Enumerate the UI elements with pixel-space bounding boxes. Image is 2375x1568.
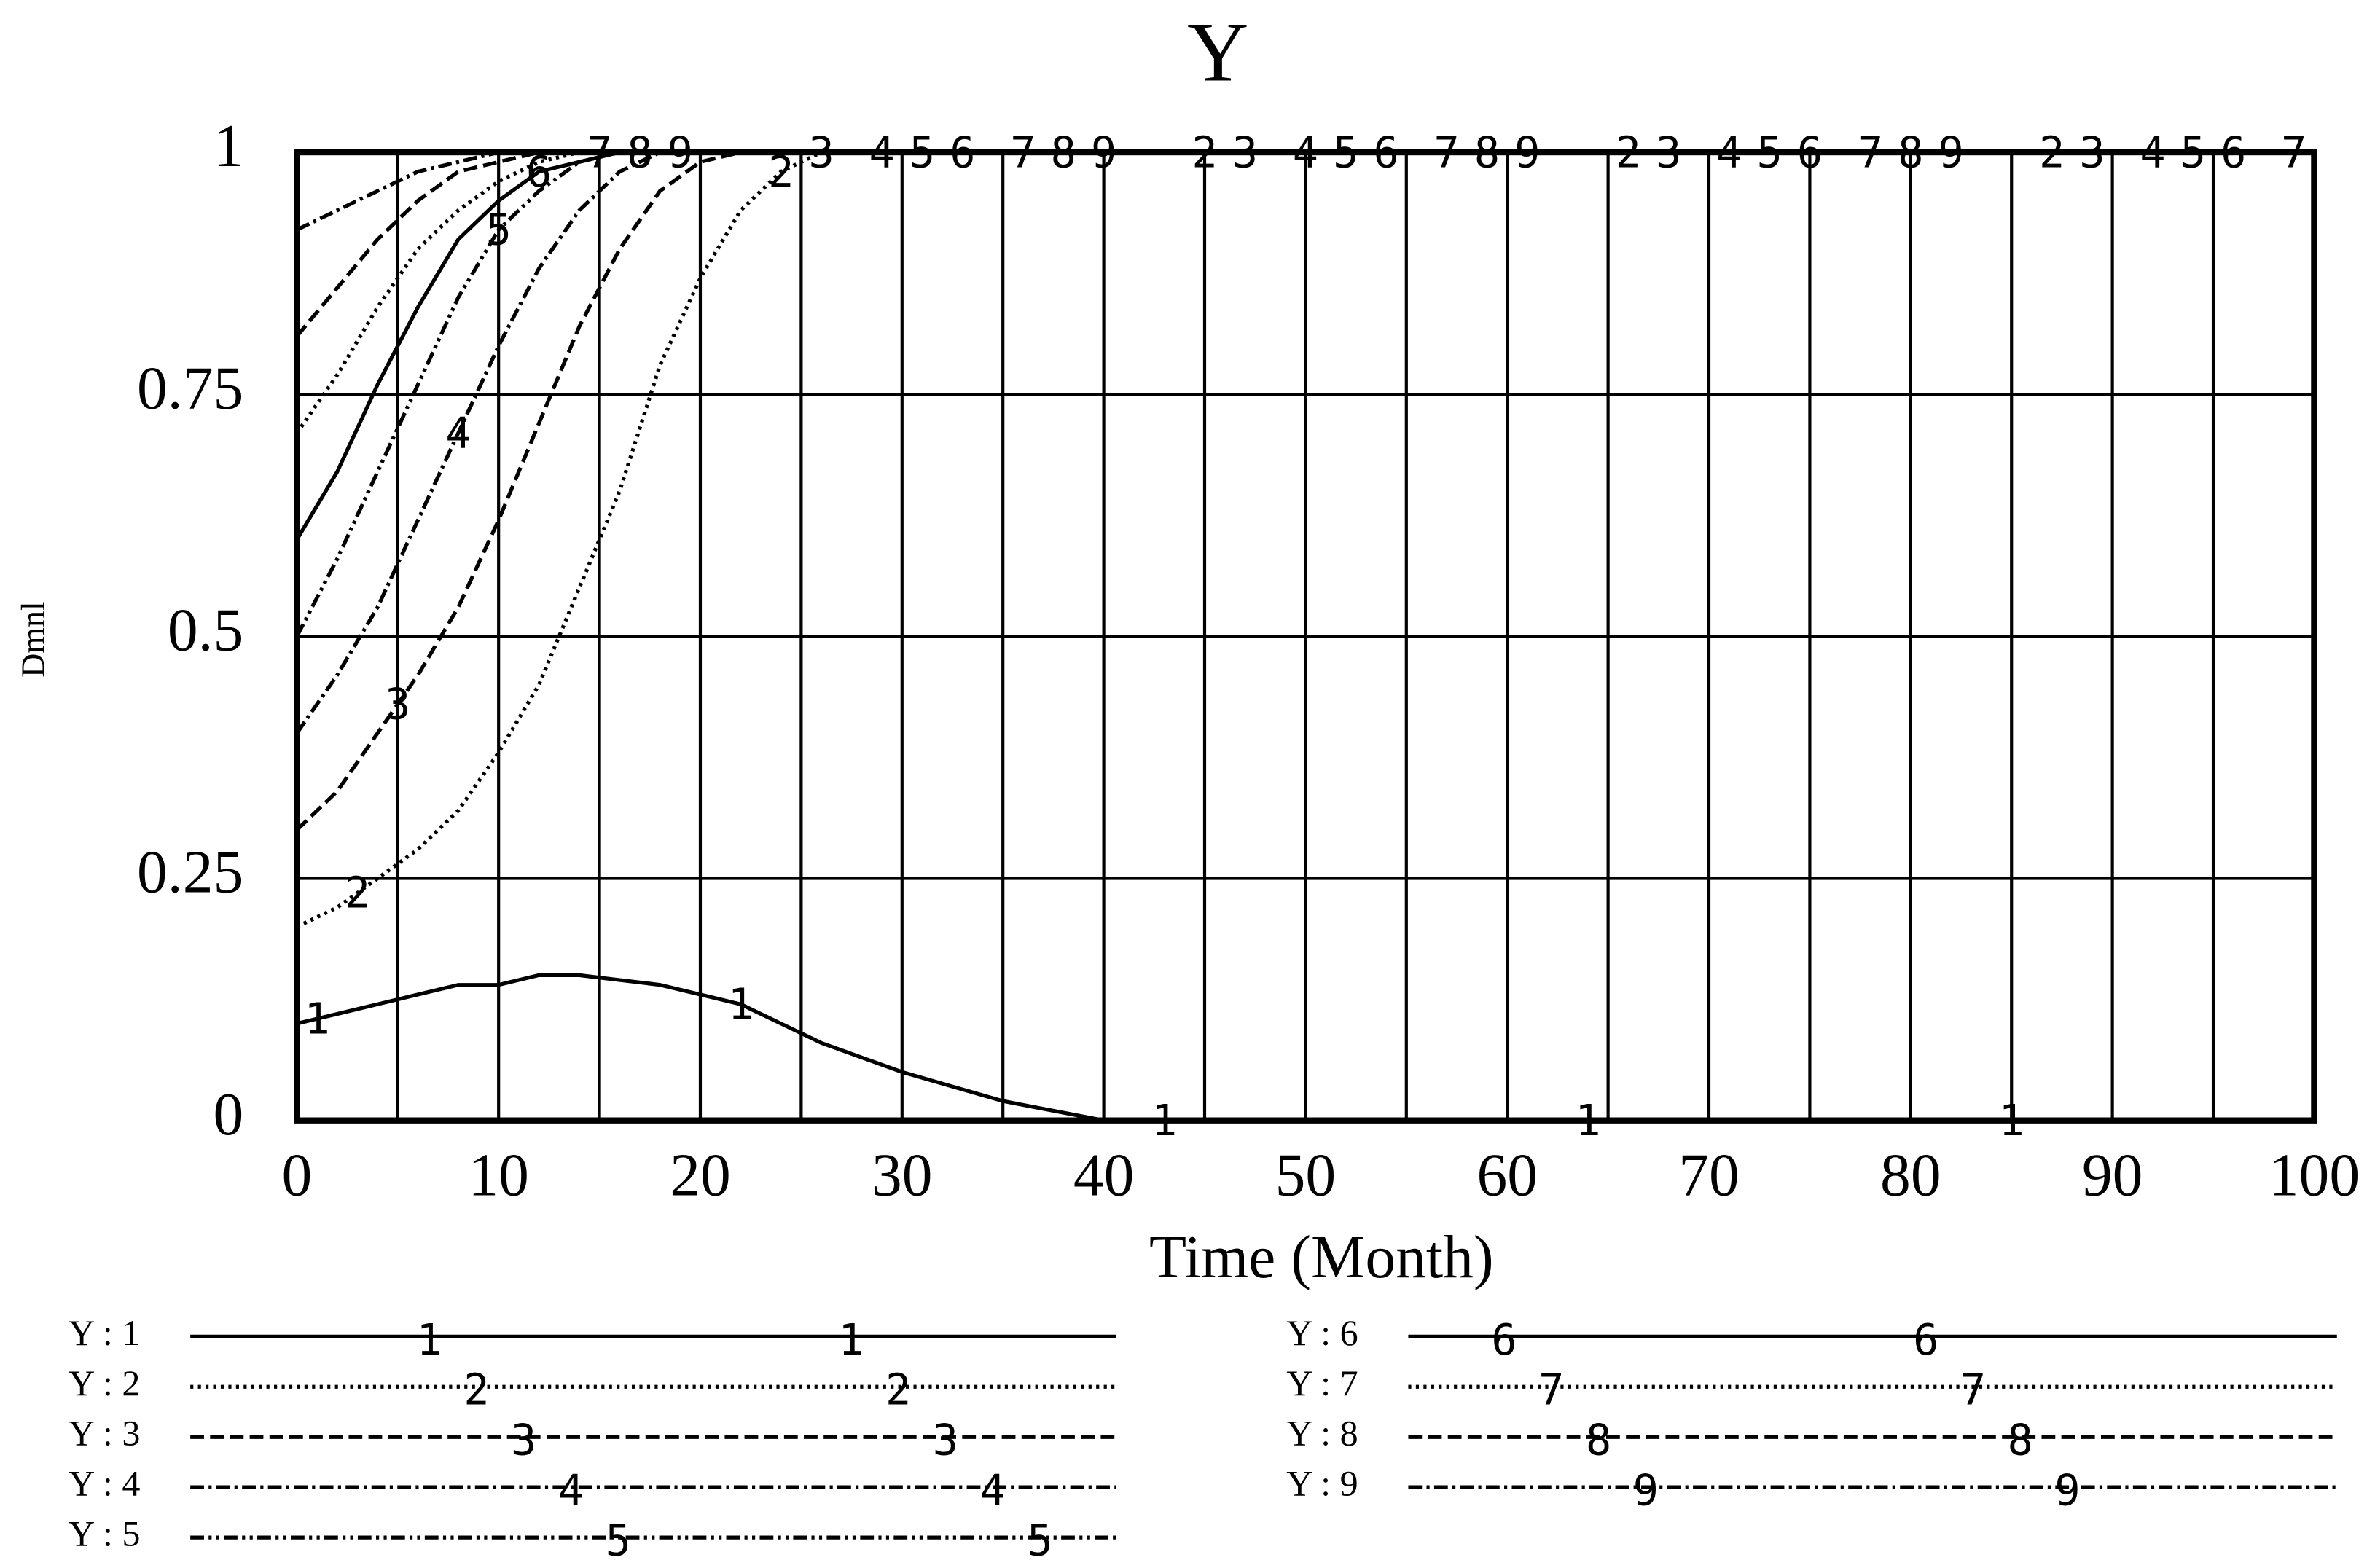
x-tick-label: 60 xyxy=(1476,1142,1538,1209)
legend-label: Y : 2 xyxy=(69,1363,140,1403)
x-tick-label: 70 xyxy=(1678,1142,1740,1209)
y-tick-label: 0 xyxy=(213,1081,243,1148)
line-marker: 1 xyxy=(728,980,754,1030)
legend-label: Y : 5 xyxy=(69,1513,140,1554)
line-marker: 1 xyxy=(1151,1096,1177,1145)
legend-marker: 7 xyxy=(1538,1365,1564,1415)
legend-marker: 9 xyxy=(2054,1466,2080,1516)
legend-label: Y : 4 xyxy=(69,1463,140,1504)
legend-marker: 1 xyxy=(838,1315,864,1365)
line-marker: 5 xyxy=(486,205,512,255)
series-line xyxy=(296,973,2315,1123)
x-tick-label: 100 xyxy=(2269,1142,2360,1209)
legend-marker: 3 xyxy=(511,1416,536,1465)
line-marker: 9 xyxy=(1514,128,1540,177)
chart-title: Y xyxy=(1187,6,1248,100)
legend-marker: 2 xyxy=(885,1365,911,1415)
series-line xyxy=(296,150,2315,232)
legend-label: Y : 3 xyxy=(69,1413,140,1454)
legend-marker: 1 xyxy=(417,1315,442,1365)
legend-marker: 8 xyxy=(2008,1416,2033,1465)
x-tick-label: 80 xyxy=(1880,1142,1941,1209)
line-marker: 1 xyxy=(304,994,329,1043)
line-marker: 3 xyxy=(385,680,410,729)
line-marker: 2 xyxy=(768,147,794,197)
legend-marker: 7 xyxy=(1960,1365,1986,1415)
y-tick-label: 0.5 xyxy=(168,597,243,665)
legend-marker: 3 xyxy=(933,1416,958,1465)
line-marker: 4 xyxy=(445,409,471,458)
x-axis-label: Time (Month) xyxy=(1149,1224,1494,1291)
legend-label: Y : 6 xyxy=(1286,1312,1358,1353)
legend-marker: 6 xyxy=(1913,1315,1938,1365)
x-tick-label: 30 xyxy=(872,1142,933,1209)
line-marker: 9 xyxy=(668,128,693,177)
legend-marker: 2 xyxy=(463,1365,489,1415)
line-marker: 9 xyxy=(1938,128,1964,177)
x-tick-label: 50 xyxy=(1275,1142,1337,1209)
line-marker: 1 xyxy=(1575,1096,1600,1145)
x-tick-label: 0 xyxy=(281,1142,312,1209)
legend-marker: 4 xyxy=(979,1466,1005,1516)
line-marker: 9 xyxy=(1091,128,1116,177)
y-tick-label: 0.25 xyxy=(137,839,243,906)
legend-marker: 5 xyxy=(1027,1516,1052,1566)
x-tick-label: 20 xyxy=(670,1142,731,1209)
x-tick-label: 40 xyxy=(1073,1142,1135,1209)
y-tick-label: 1 xyxy=(213,113,243,180)
legend-marker: 9 xyxy=(1633,1466,1659,1516)
x-tick-label: 10 xyxy=(468,1142,529,1209)
legend-marker: 8 xyxy=(1586,1416,1611,1465)
series-line xyxy=(296,150,2315,929)
legend-marker: 6 xyxy=(1491,1315,1517,1365)
legend-label: Y : 9 xyxy=(1286,1463,1358,1504)
legend-label: Y : 7 xyxy=(1286,1363,1358,1403)
y-axis-label: Dmnl xyxy=(15,601,52,678)
line-marker: 1 xyxy=(1999,1096,2024,1145)
legend-marker: 4 xyxy=(558,1466,584,1516)
legend-label: Y : 8 xyxy=(1286,1413,1358,1454)
legend-label: Y : 1 xyxy=(69,1312,140,1353)
line-marker: 2 xyxy=(345,869,370,918)
y-tick-label: 0.75 xyxy=(137,355,243,422)
x-tick-label: 90 xyxy=(2082,1142,2143,1209)
legend-marker: 5 xyxy=(606,1516,631,1566)
